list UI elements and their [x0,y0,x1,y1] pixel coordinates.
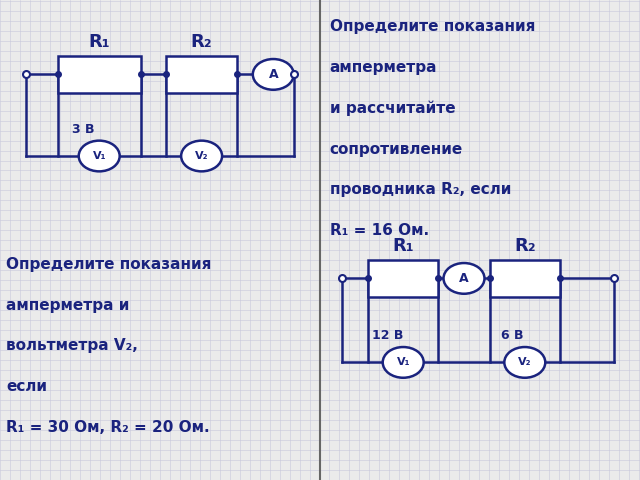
FancyBboxPatch shape [490,260,560,297]
Text: проводника R₂, если: проводника R₂, если [330,182,511,197]
Text: если: если [6,379,47,394]
Text: R₁: R₁ [392,238,414,255]
Text: Определите показания: Определите показания [6,257,212,272]
Text: V₂: V₂ [518,358,532,367]
Circle shape [181,141,222,171]
Text: R₂: R₂ [191,34,212,51]
Circle shape [383,347,424,378]
Text: 12 В: 12 В [371,329,403,342]
Circle shape [444,263,484,294]
Text: R₂: R₂ [514,238,536,255]
FancyBboxPatch shape [166,56,237,93]
Circle shape [253,59,294,90]
Text: V₁: V₁ [92,151,106,161]
Text: V₁: V₁ [396,358,410,367]
Text: вольтметра V₂,: вольтметра V₂, [6,338,138,353]
FancyBboxPatch shape [58,56,141,93]
FancyBboxPatch shape [368,260,438,297]
Text: 3 В: 3 В [72,123,95,136]
Text: R₁ = 30 Ом, R₂ = 20 Ом.: R₁ = 30 Ом, R₂ = 20 Ом. [6,420,210,435]
Text: A: A [459,272,469,285]
Circle shape [504,347,545,378]
Text: R₁ = 16 Ом.: R₁ = 16 Ом. [330,223,429,238]
Text: Определите показания: Определите показания [330,19,535,34]
Text: и рассчитайте: и рассчитайте [330,101,455,116]
Text: A: A [268,68,278,81]
Circle shape [79,141,120,171]
Text: амперметра и: амперметра и [6,298,130,312]
Text: сопротивление: сопротивление [330,142,463,156]
Text: 6 В: 6 В [500,329,524,342]
Text: амперметра: амперметра [330,60,437,75]
Text: R₁: R₁ [88,34,110,51]
Text: V₂: V₂ [195,151,209,161]
